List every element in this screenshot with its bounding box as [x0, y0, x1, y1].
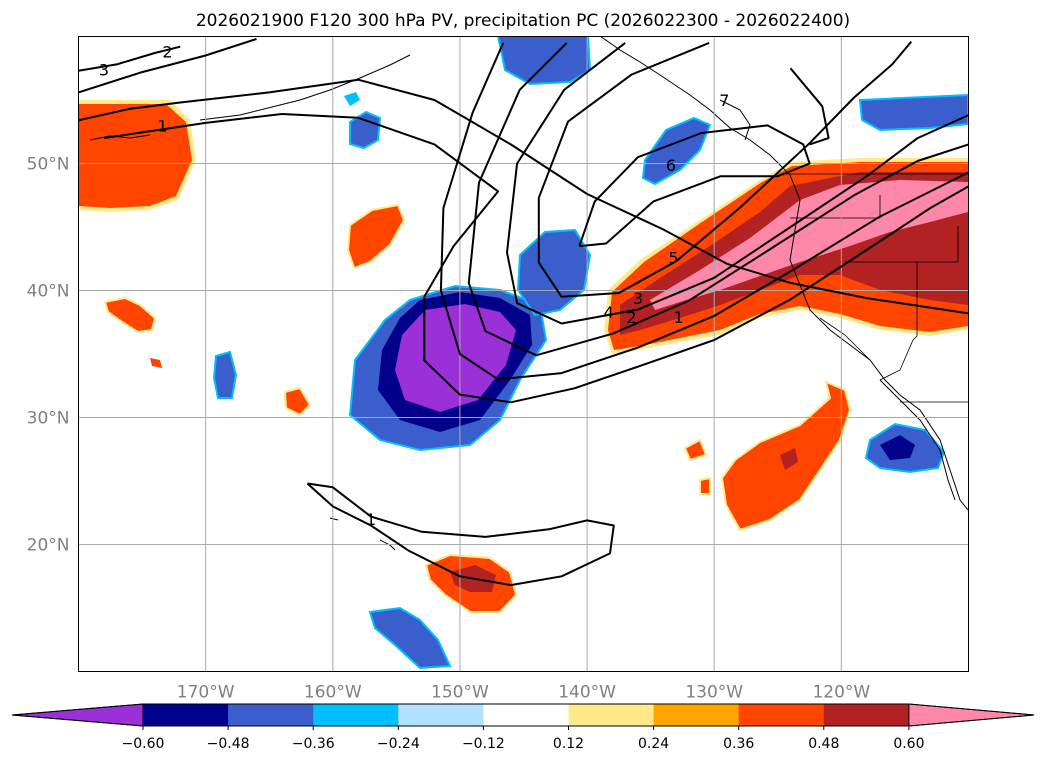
state-borders	[783, 173, 968, 403]
pv-contour-label-3: 6	[666, 156, 676, 175]
pv-contour-3-2	[78, 45, 181, 72]
pv-contour-layer	[78, 38, 969, 587]
colorbar: −0.60 −0.48 −0.36 −0.24 −0.12 0.12 0.24 0.36 0.4…	[11, 703, 1035, 752]
fill-region-west-coast-plume	[604, 158, 968, 354]
colorbar-label-0: −0.60	[122, 736, 165, 752]
pv-contour-2-1	[78, 38, 257, 94]
colorbar-label-9: 0.60	[893, 736, 924, 752]
colorbar-bin-9	[823, 704, 910, 726]
lat-tick-label-0: 20°N	[27, 536, 70, 556]
pv-contour-label-6: 4	[604, 303, 614, 322]
fill-region-hawaii-north	[103, 203, 406, 417]
colorbar-extend-low	[11, 703, 144, 727]
fill-region-negative-south	[368, 422, 946, 670]
colorbar-label-7: 0.36	[723, 736, 754, 752]
pv-contour-label-10: 1	[366, 510, 376, 529]
lat-tick-label-2: 40°N	[27, 282, 70, 302]
pv-contour-1-10	[306, 482, 615, 587]
longitude-tick-labels: 170°W 160°W 150°W 140°W 130°W 120°W	[177, 683, 871, 703]
lon-tick-label-5: 120°W	[812, 683, 870, 703]
colorbar-bin-8	[738, 704, 825, 726]
map-frame	[78, 36, 969, 672]
colorbar-bin-3	[313, 704, 399, 726]
lon-tick-label-1: 160°W	[304, 683, 362, 703]
lon-tick-label-0: 170°W	[177, 683, 235, 703]
graticule	[78, 36, 969, 672]
pv-contour-4-6	[506, 42, 969, 325]
pv-contour-label-1: 2	[162, 43, 172, 62]
pv-contour-7-9	[789, 67, 830, 146]
pv-contour-2-4	[439, 42, 969, 381]
pv-contour-6-8	[578, 124, 811, 248]
colorbar-label-1: −0.48	[207, 736, 250, 752]
pv-contour-label-9: 1	[674, 308, 684, 327]
colorbar-label-3: −0.24	[377, 736, 420, 752]
pv-contour-3-5	[467, 42, 969, 357]
pv-contour-label-5: 5	[668, 248, 678, 267]
lon-tick-label-4: 130°W	[685, 683, 743, 703]
coastlines	[89, 36, 969, 551]
colorbar-label-6: 0.24	[638, 736, 669, 752]
lon-tick-label-3: 140°W	[558, 683, 616, 703]
pv-contour-label-0: 3	[99, 61, 109, 80]
chart-title: 2026021900 F120 300 hPa PV, precipitatio…	[196, 11, 850, 31]
colorbar-label-8: 0.48	[808, 736, 839, 752]
colorbar-label-4: −0.12	[462, 736, 505, 752]
fill-region-southeast	[424, 380, 852, 613]
colorbar-label-2: −0.36	[292, 736, 335, 752]
colorbar-label-5: 0.12	[553, 736, 584, 752]
colorbar-bin-4	[398, 704, 484, 726]
pv-contour-5-7	[537, 40, 913, 298]
lat-tick-label-1: 30°N	[27, 409, 70, 429]
colorbar-bin-5	[483, 704, 569, 726]
pv-contour-1-3	[103, 113, 969, 404]
colorbar-bin-1	[143, 704, 229, 726]
colorbar-bin-6	[568, 704, 655, 726]
fill-region-negative-north	[212, 36, 969, 399]
colorbar-bin-7	[653, 704, 740, 726]
lat-tick-label-3: 50°N	[27, 155, 70, 175]
lon-tick-label-2: 150°W	[431, 683, 489, 703]
colorbar-bin-2	[228, 704, 314, 726]
pv-contour-label-4: 7	[719, 91, 729, 110]
colorbar-extend-high	[908, 703, 1035, 727]
pv-contour-label-8: 2	[626, 308, 636, 327]
pv-contour-1-0	[78, 78, 969, 315]
pv-contour-label-2: 1	[157, 116, 167, 135]
pv-contour-label-7: 3	[633, 289, 643, 308]
latitude-tick-labels: 20°N 30°N 40°N 50°N	[27, 155, 70, 556]
precipitation-fill-layer	[78, 36, 969, 670]
